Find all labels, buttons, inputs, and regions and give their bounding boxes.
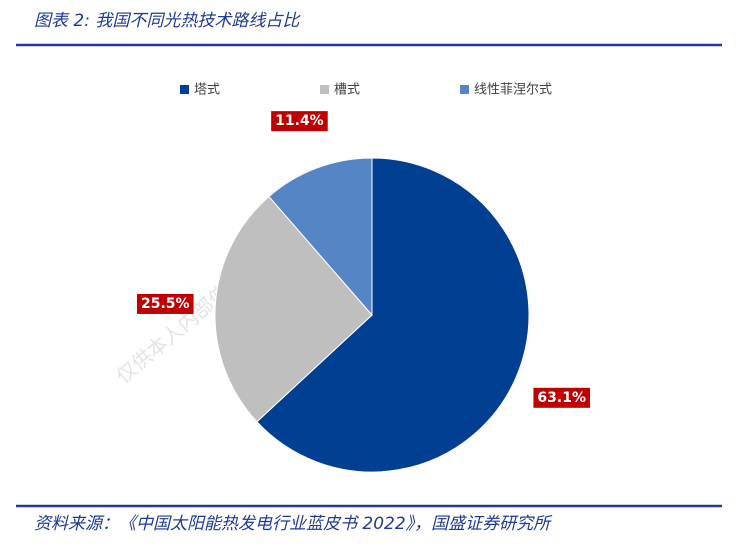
data-label-box — [533, 387, 591, 408]
plot: 63.1% 25.5% 11.4% 塔式 槽式 线性菲涅尔式 — [137, 83, 591, 473]
data-label-box — [271, 111, 328, 132]
pie-slice — [268, 157, 373, 317]
legend-swatch — [460, 85, 470, 94]
chart-title: 图表 2: 我国不同光热技术路线占比 — [34, 11, 301, 31]
data-label: 25.5% — [141, 296, 190, 312]
data-label-box — [137, 293, 194, 314]
data-label: 11.4% — [275, 113, 324, 129]
legend-text: 线性菲涅尔式 — [474, 83, 552, 98]
data-label: 63.1% — [537, 390, 586, 406]
legend-text: 槽式 — [334, 83, 360, 98]
pie-slice — [214, 195, 373, 423]
legend-swatch — [180, 85, 189, 94]
legend-swatch — [320, 85, 330, 94]
source: 资料来源：《中国太阳能热发电行业蓝皮书 2022》，国盛证券研究所 — [34, 514, 553, 534]
pie-slice — [256, 157, 530, 473]
legend-text: 塔式 — [194, 83, 220, 98]
